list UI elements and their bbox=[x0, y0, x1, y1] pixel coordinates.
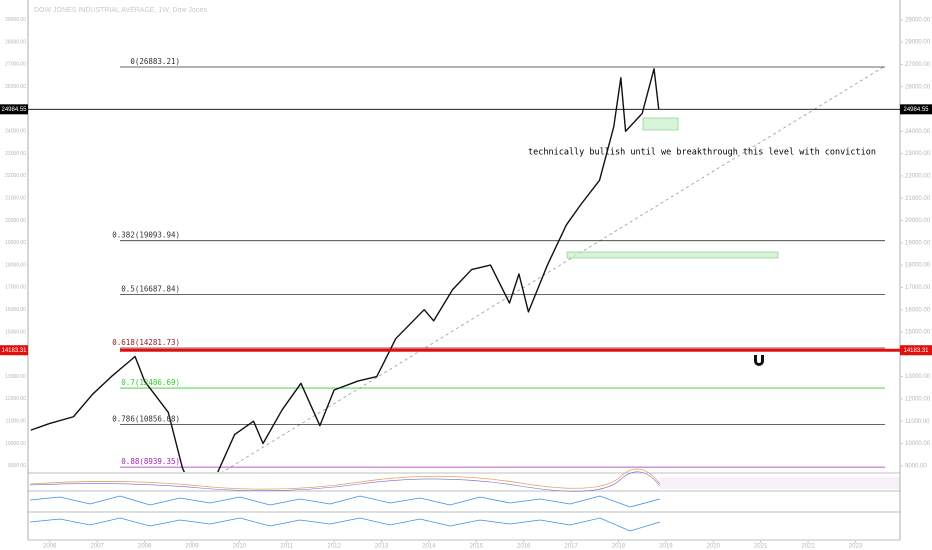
y-tick-label-left: 23000.00 bbox=[5, 151, 26, 157]
y-tick-label: 26000.00 bbox=[905, 84, 931, 90]
zone-box bbox=[566, 251, 779, 259]
y-tick-label: 17000.00 bbox=[905, 285, 931, 291]
y-tick-label: 21000.00 bbox=[905, 196, 931, 202]
indicator-panes bbox=[28, 468, 900, 541]
y-tick-label-left: 12000.00 bbox=[5, 396, 26, 402]
x-tick-label: 2013 bbox=[375, 544, 389, 550]
x-tick-label: 2014 bbox=[422, 544, 436, 550]
x-tick-label: 2012 bbox=[327, 544, 341, 550]
price-label-box bbox=[0, 104, 28, 115]
y-tick-label: 12000.00 bbox=[905, 396, 931, 402]
y-tick-label-left: 21000.00 bbox=[5, 196, 26, 202]
x-tick-label: 2009 bbox=[185, 544, 199, 550]
chart-title: DOW JONES INDUSTRIAL AVERAGE, 1W, Dow Jo… bbox=[34, 7, 208, 14]
trend-line bbox=[221, 65, 886, 472]
y-tick-label-left: 16000.00 bbox=[5, 307, 26, 313]
x-tick-label: 2023 bbox=[849, 544, 863, 550]
indicator-line bbox=[29, 495, 661, 508]
y-tick-label-left: 19000.00 bbox=[5, 240, 26, 246]
fib-label: 0.382(19093.94) bbox=[112, 231, 180, 240]
price-label: 14183.31 bbox=[1, 348, 27, 354]
price-label: 24984.55 bbox=[1, 107, 27, 113]
y-tick-label-left: 28000.00 bbox=[5, 39, 26, 45]
indicator-line bbox=[29, 517, 661, 532]
y-tick-label: 22000.00 bbox=[905, 173, 931, 179]
fib-label: 0(26883.21) bbox=[130, 57, 180, 66]
y-tick-label-left: 26000.00 bbox=[5, 84, 26, 90]
y-tick-label: 24000.00 bbox=[905, 129, 931, 135]
y-tick-label: 23000.00 bbox=[905, 151, 931, 157]
y-tick-label-left: 18000.00 bbox=[5, 262, 26, 268]
price-label: 24984.55 bbox=[903, 107, 929, 113]
fib-label: 0.7(12486.69) bbox=[121, 378, 180, 387]
y-tick-label-left: 15000.00 bbox=[5, 329, 26, 335]
x-tick-label: 2010 bbox=[233, 544, 247, 550]
x-tick-label: 2020 bbox=[707, 544, 721, 550]
x-tick-label: 2006 bbox=[43, 544, 57, 550]
price-label-box bbox=[900, 104, 932, 115]
price-label: 14183.31 bbox=[903, 348, 929, 354]
y-tick-label-left: 22000.00 bbox=[5, 173, 26, 179]
magnet-icon bbox=[754, 355, 764, 366]
zone-box bbox=[642, 117, 679, 131]
y-tick-label-left: 10000.00 bbox=[5, 441, 26, 447]
x-tick-label: 2017 bbox=[564, 544, 578, 550]
y-tick-label: 10000.00 bbox=[905, 441, 931, 447]
price-line bbox=[30, 68, 660, 472]
y-tick-label-left: 29000.00 bbox=[5, 17, 26, 23]
x-tick-label: 2008 bbox=[138, 544, 152, 550]
y-tick-label-left: 24000.00 bbox=[5, 129, 26, 135]
y-tick-label: 9000.00 bbox=[905, 463, 927, 469]
price-label-box bbox=[0, 345, 28, 356]
y-tick-label: 19000.00 bbox=[905, 240, 931, 246]
x-tick-label: 2019 bbox=[659, 544, 673, 550]
y-tick-label: 16000.00 bbox=[905, 307, 931, 313]
x-tick-label: 2018 bbox=[612, 544, 626, 550]
y-tick-label: 11000.00 bbox=[905, 419, 930, 425]
y-tick-label: 13000.00 bbox=[905, 374, 931, 380]
x-tick-label: 2022 bbox=[801, 544, 815, 550]
annotation: technically bullish until we breakthroug… bbox=[528, 148, 876, 158]
x-tick-label: 2011 bbox=[280, 544, 294, 550]
fib-label: 0.786(10856.08) bbox=[112, 414, 180, 423]
y-tick-label-left: 27000.00 bbox=[5, 62, 26, 68]
y-tick-label: 15000.00 bbox=[905, 330, 931, 336]
y-tick-label-left: 11000.00 bbox=[6, 419, 27, 425]
y-tick-label: 20000.00 bbox=[905, 218, 931, 224]
y-tick-label-left: 9000.00 bbox=[8, 463, 26, 469]
y-tick-label-left: 20000.00 bbox=[5, 218, 26, 224]
x-tick-label: 2015 bbox=[470, 544, 484, 550]
y-tick-label: 18000.00 bbox=[905, 263, 931, 269]
indicator-band bbox=[660, 477, 900, 489]
fib-label: 0.618(14281.73) bbox=[112, 338, 180, 347]
fib-label: 0.5(16687.84) bbox=[121, 284, 180, 293]
indicator-line bbox=[29, 468, 661, 490]
x-tick-label: 2007 bbox=[90, 544, 104, 550]
fib-label: 0.88(8939.35) bbox=[121, 457, 180, 466]
y-tick-label: 28000.00 bbox=[905, 40, 931, 46]
y-tick-label: 29000.00 bbox=[905, 17, 931, 23]
x-tick-label: 2021 bbox=[754, 544, 768, 550]
y-tick-label-left: 17000.00 bbox=[5, 285, 26, 291]
y-tick-label: 27000.00 bbox=[905, 62, 931, 68]
price-label-box bbox=[900, 345, 932, 356]
indicator-line bbox=[29, 471, 661, 492]
x-tick-label: 2016 bbox=[517, 544, 531, 550]
y-tick-label-left: 13000.00 bbox=[5, 374, 26, 380]
